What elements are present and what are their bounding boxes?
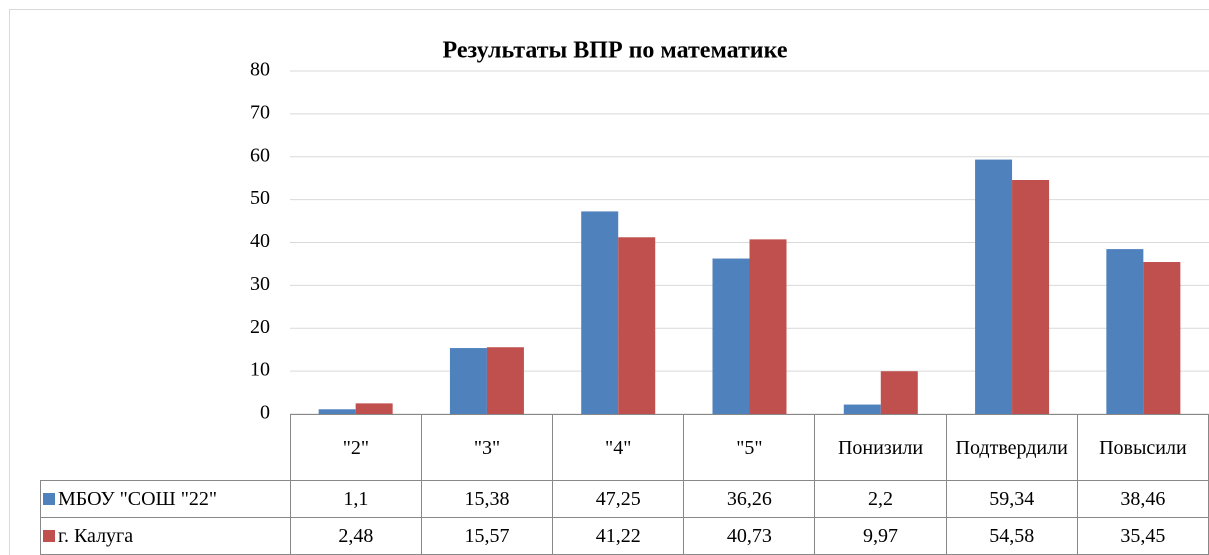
bar [318,409,356,414]
bar [880,371,918,414]
legend-label: г. Калуга [58,525,134,547]
series-row: МБОУ "СОШ "22" 1,1 15,38 47,25 36,26 2,2 59,34… [40,480,1209,518]
data-label: 2,48 [289,517,422,555]
data-label: 15,38 [420,480,554,518]
bar [1106,249,1144,414]
legend-swatch [43,530,55,542]
bar [749,239,787,414]
data-label: 59,34 [945,480,1078,518]
corner-cell [40,414,291,481]
y-tick-label: 20 [250,316,270,338]
category-label: Понизили [814,414,947,481]
legend-swatch [43,493,55,505]
bar [355,403,393,414]
data-label: 1,1 [289,480,422,518]
y-tick-label: 50 [250,187,270,209]
data-label: 15,57 [420,517,554,555]
y-tick-label: 80 [250,59,270,81]
bar [618,237,656,414]
y-tick-label: 0 [260,402,270,424]
data-table: "2" "3" "4" "5" Понизили Подтвердили Повысили М… [40,414,1209,555]
y-tick-label: 10 [250,359,270,381]
chart-frame [9,9,1209,555]
bar [486,347,524,414]
data-label: 47,25 [552,480,685,518]
legend-cell: г. Калуга [40,517,291,555]
header-row: "2" "3" "4" "5" Понизили Подтвердили Повысили [40,414,1209,481]
data-label: 9,97 [814,517,947,555]
bar [843,404,881,414]
data-label: 41,22 [552,517,685,555]
category-label: "3" [420,414,554,481]
data-label: 54,58 [945,517,1078,555]
y-tick-label: 70 [250,101,270,123]
y-tick-label: 60 [250,144,270,166]
bar [975,159,1013,414]
y-tick-label: 40 [250,230,270,252]
data-label: 36,26 [683,480,816,518]
bar [581,211,619,414]
series-row: г. Калуга 2,48 15,57 41,22 40,73 9,97 54,58 35,… [40,517,1209,555]
data-label: 40,73 [683,517,816,555]
y-tick-label: 30 [250,273,270,295]
bar [449,348,487,414]
data-label: 35,45 [1076,517,1209,555]
category-label: Повысили [1076,414,1209,481]
category-label: "5" [683,414,816,481]
bar [1012,179,1050,414]
bar [1143,262,1181,414]
legend-label: МБОУ "СОШ "22" [58,488,218,510]
legend-cell: МБОУ "СОШ "22" [40,480,291,518]
bar [712,258,750,414]
data-label: 2,2 [814,480,947,518]
chart-title: Результаты ВПР по математике [443,38,788,64]
category-label: "2" [289,414,422,481]
category-label: "4" [552,414,685,481]
data-label: 38,46 [1076,480,1209,518]
category-label: Подтвердили [945,414,1078,481]
